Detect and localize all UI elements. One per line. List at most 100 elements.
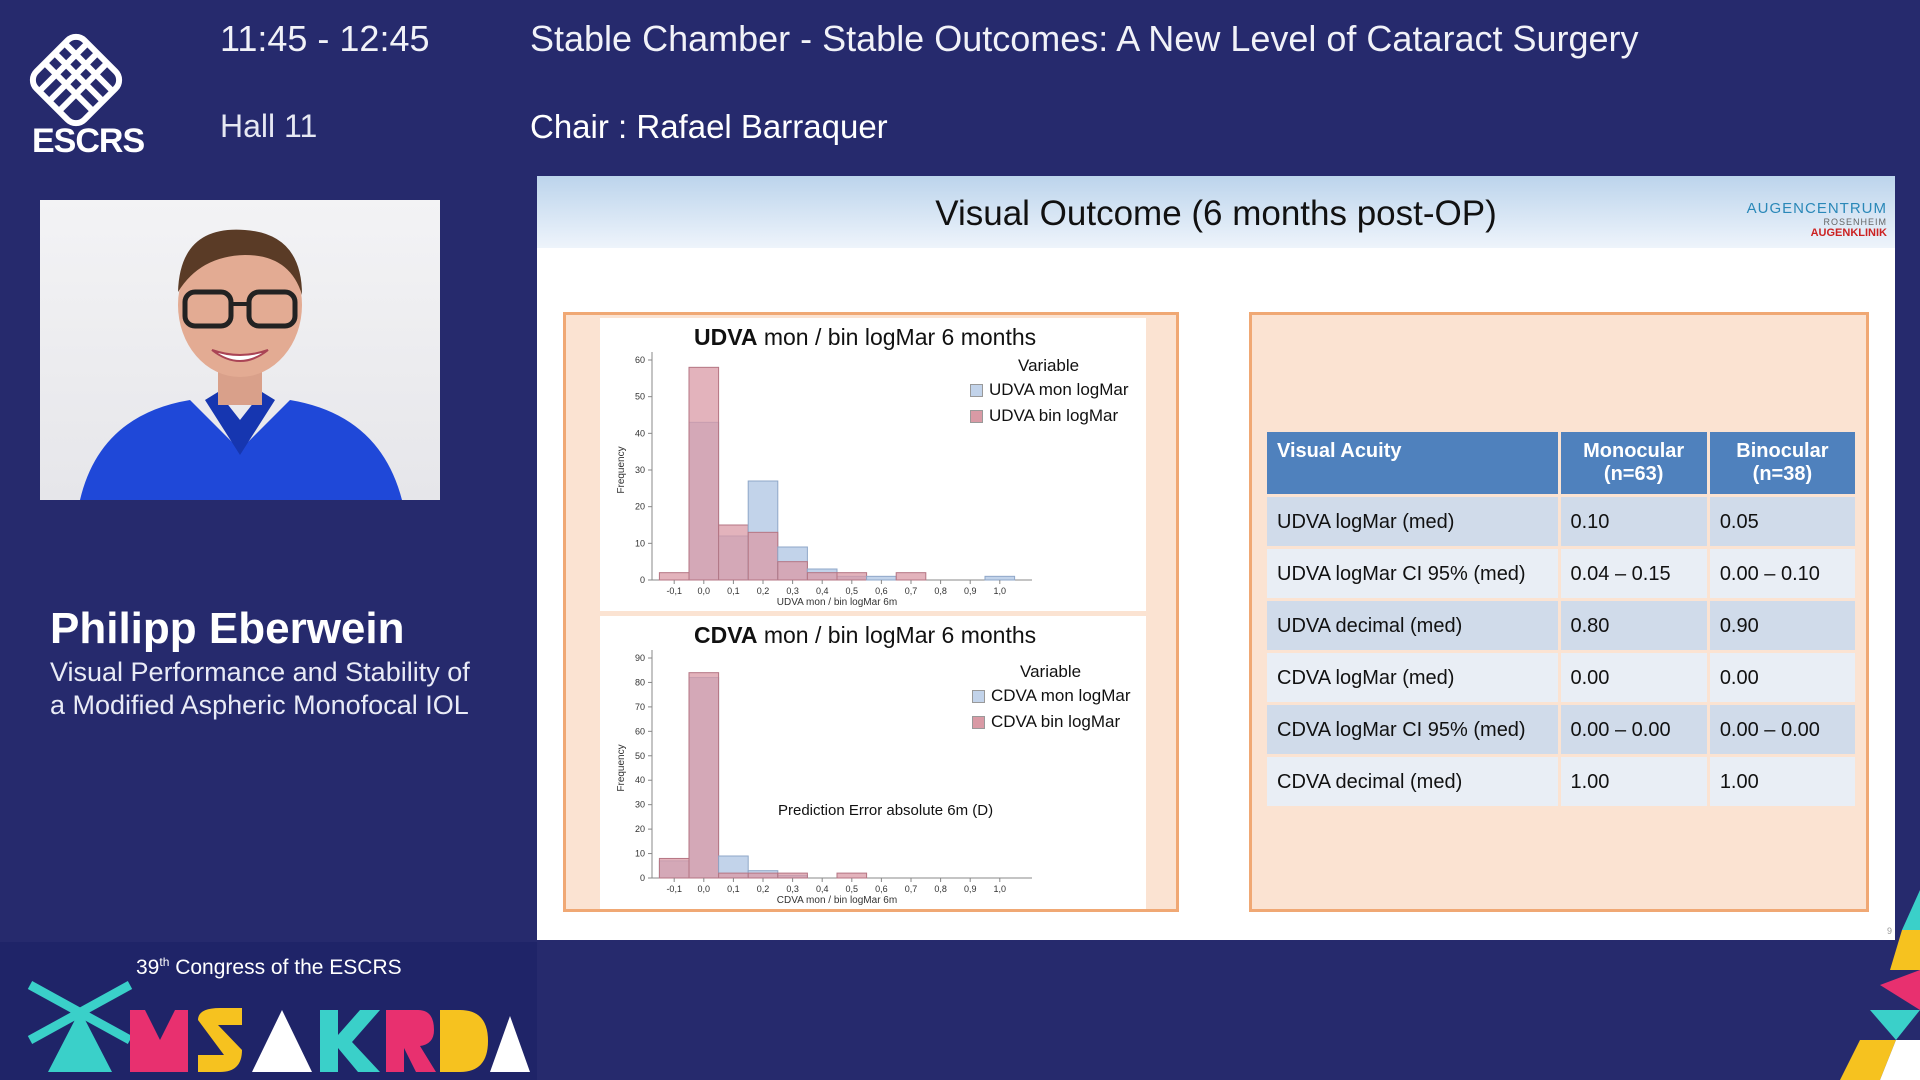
cdva-chart: CDVA mon / bin logMar 6 months 0 10 20 30 40… — [600, 616, 1146, 909]
augencentrum-logo: AUGENCENTRUM ROSENHEIM AUGENKLINIK — [1727, 182, 1887, 250]
udva-y-tick-label: 30 — [635, 465, 645, 475]
brand-line1: AUGENCENTRUM — [1746, 200, 1887, 217]
col-header-monocular-line2: (n=63) — [1603, 463, 1664, 485]
cdva-y-tick-label: 30 — [635, 800, 645, 810]
udva-chart-title-rest: mon / bin logMar 6 months — [757, 324, 1037, 350]
speaker-photo — [40, 200, 440, 500]
cdva-bar-bin — [836, 872, 868, 879]
cdva-bar-bin — [658, 857, 690, 879]
table-header-row: Visual Acuity Monocular (n=63) Binocular(… — [1267, 432, 1855, 494]
legend-swatch-bin — [970, 409, 983, 423]
cdva-legend-bin-label: CDVA bin logMar — [991, 712, 1121, 731]
cdva-y-tick-label: 0 — [640, 873, 645, 883]
udva-x-tick-label: 0,5 — [846, 586, 859, 596]
cell-binocular: 0.00 – 0.10 — [1709, 549, 1855, 598]
cdva-x-tick-label: 0,1 — [727, 884, 740, 894]
col-header-monocular-line1: Monocular — [1583, 440, 1685, 462]
udva-bar-bin — [806, 572, 838, 581]
cdva-bar-bin — [718, 872, 749, 879]
cdva-y-tick-label: 20 — [635, 824, 645, 834]
session-hall: Hall 11 — [220, 108, 318, 144]
cdva-y-tick-label: 40 — [635, 775, 645, 785]
udva-bar-bin — [747, 531, 779, 581]
udva-y-label: Frequency — [616, 446, 627, 493]
udva-bar-bin — [836, 572, 868, 581]
udva-legend-bin: UDVA bin logMar — [970, 406, 1129, 426]
udva-legend-title: Variable — [1018, 356, 1080, 375]
brand-line2: ROSENHEIM — [1823, 217, 1887, 227]
udva-chart: UDVA mon / bin logMar 6 months 0 10 20 30 40… — [600, 318, 1146, 611]
cell-label: CDVA decimal (med) — [1267, 757, 1558, 806]
udva-x-tick-label: -0,1 — [666, 586, 682, 596]
cdva-x-tick-label: 0,3 — [786, 884, 799, 894]
cdva-legend-mon: CDVA mon logMar — [972, 686, 1131, 706]
cell-binocular: 1.00 — [1709, 757, 1855, 806]
table-row: UDVA logMar (med) 0.10 0.05 — [1267, 497, 1855, 546]
udva-y-tick-label: 10 — [635, 538, 645, 548]
udva-y-tick-label: 60 — [635, 355, 645, 365]
cell-monocular: 0.10 — [1560, 497, 1707, 546]
charts-panel: UDVA mon / bin logMar 6 months 0 10 20 30 40… — [563, 312, 1179, 912]
congress-number: 39 — [136, 956, 160, 979]
col-header-binocular: Binocular (n=38) — [1709, 432, 1855, 494]
cdva-bar-bin — [747, 872, 779, 879]
amsterdam-logo — [20, 980, 530, 1075]
congress-title: 39th Congress of the ESCRS — [136, 955, 402, 980]
talk-title-line1: Visual Performance and Stability of — [50, 657, 470, 687]
udva-bar-bin — [895, 572, 927, 581]
legend-swatch-mon — [972, 689, 985, 703]
talk-title: Visual Performance and Stability of a Mo… — [50, 656, 510, 722]
cdva-y-label: Frequency — [616, 744, 627, 791]
udva-x-label: UDVA mon / bin logMar 6m — [777, 597, 897, 608]
udva-x-tick-label: 0,3 — [786, 586, 799, 596]
cell-monocular: 0.00 – 0.00 — [1560, 705, 1707, 754]
table-row: UDVA decimal (med) 0.80 0.90 — [1267, 601, 1855, 650]
cdva-x-tick-label: 0,8 — [934, 884, 947, 894]
cell-binocular: 0.90 — [1709, 601, 1855, 650]
windmill-icon — [27, 981, 133, 1072]
udva-x-tick-label: 0,6 — [875, 586, 888, 596]
udva-bar-mon — [866, 575, 897, 581]
cell-binocular: 0.00 — [1709, 653, 1855, 702]
cdva-x-tick-label: 0,9 — [964, 884, 977, 894]
cdva-y-tick-label: 50 — [635, 751, 645, 761]
session-title: Stable Chamber - Stable Outcomes: A New … — [530, 18, 1639, 59]
speaker-name: Philipp Eberwein — [50, 604, 405, 653]
udva-chart-title-bold: UDVA — [694, 324, 758, 350]
decorative-triangles — [1840, 890, 1920, 1080]
udva-x-tick-label: 0,2 — [757, 586, 770, 596]
cell-monocular: 0.04 – 0.15 — [1560, 549, 1707, 598]
escrs-logo-text: ESCRS — [32, 122, 145, 160]
table-row: UDVA logMar CI 95% (med) 0.04 – 0.15 0.00 … — [1267, 549, 1855, 598]
cdva-chart-title: CDVA mon / bin logMar 6 months — [694, 622, 1036, 649]
congress-sup: th — [159, 955, 170, 969]
cdva-chart-title-bold: CDVA — [694, 622, 758, 648]
cell-monocular: 0.00 — [1560, 653, 1707, 702]
cdva-x-tick-label: 0,5 — [846, 884, 859, 894]
cell-binocular: 0.00 – 0.00 — [1709, 705, 1855, 754]
udva-bar-bin — [718, 524, 749, 581]
slide-page-number: 9 — [1887, 926, 1893, 936]
col-header-binocular-line1: Binocular — [1736, 440, 1829, 462]
session-time: 11:45 - 12:45 — [220, 18, 430, 59]
cdva-legend-mon-label: CDVA mon logMar — [991, 686, 1131, 705]
udva-y-tick-label: 20 — [635, 502, 645, 512]
visual-acuity-table: Visual Acuity Monocular (n=63) Binocular(… — [1264, 429, 1858, 809]
escrs-logo — [28, 28, 158, 158]
udva-y-tick-label: 0 — [640, 575, 645, 585]
legend-swatch-mon — [970, 383, 983, 397]
udva-legend-bin-label: UDVA bin logMar — [989, 406, 1119, 425]
slide-title: Visual Outcome (6 months post-OP) — [935, 194, 1497, 233]
cdva-x-tick-label: 0,2 — [757, 884, 770, 894]
table-row: CDVA decimal (med) 1.00 1.00 — [1267, 757, 1855, 806]
cdva-chart-title-rest: mon / bin logMar 6 months — [757, 622, 1037, 648]
table-panel: Visual Acuity Monocular (n=63) Binocular(… — [1249, 312, 1869, 912]
udva-chart-title: UDVA mon / bin logMar 6 months — [694, 324, 1036, 351]
udva-x-tick-label: 0,8 — [934, 586, 947, 596]
udva-x-tick-label: 0,9 — [964, 586, 977, 596]
cdva-bar-bin — [688, 672, 720, 879]
udva-bar-bin — [658, 572, 690, 581]
udva-x-tick-label: 0,0 — [698, 586, 711, 596]
udva-legend: Variable UDVA mon logMar UDVA bin logMar — [970, 356, 1129, 432]
cdva-legend: Variable CDVA mon logMar CDVA bin logMar — [972, 662, 1131, 738]
